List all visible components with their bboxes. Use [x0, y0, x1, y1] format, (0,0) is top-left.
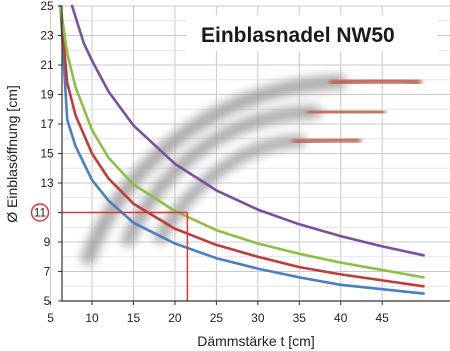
- x-tick-label: 30: [251, 311, 265, 325]
- y-tick-label: 23: [40, 29, 54, 43]
- needle-tip-2: [306, 107, 386, 117]
- y-tick-label: 21: [40, 58, 54, 72]
- tick-labels: 5 7 9 11 13 15 17 19 21 23 25 5 10 15 20 25 30 35 40 45: [34, 0, 389, 325]
- x-tick-label: 15: [127, 311, 141, 325]
- x-tick-label: 25: [210, 311, 224, 325]
- annotation-group: [30, 203, 189, 301]
- series-line-2: [59, 4, 425, 288]
- y-axis-label: Ø Einblasöffnung [cm]: [4, 85, 20, 222]
- x-tick-label: 35: [293, 311, 307, 325]
- series-line-3: [59, 4, 425, 279]
- needle-shadow-2: [121, 105, 322, 247]
- marker-circle: [30, 203, 50, 222]
- y-tick-label: 11: [34, 206, 47, 220]
- y-tick-label: 13: [40, 176, 54, 190]
- needle-shadow-3: [154, 135, 306, 244]
- y-tick-label: 25: [40, 0, 54, 13]
- x-tick-label: 45: [376, 311, 390, 325]
- needle-tip-1: [329, 76, 422, 87]
- x-tick-label: 10: [85, 311, 99, 325]
- x-tick-label: 20: [168, 311, 182, 325]
- needle-illustration: [81, 75, 422, 265]
- y-tick-label: 19: [40, 88, 54, 102]
- y-tick-label: 15: [40, 147, 54, 161]
- series-group: [59, 4, 425, 295]
- x-tick-label: 5: [47, 311, 54, 325]
- title-background: [186, 15, 438, 51]
- needle-tip-3: [291, 136, 362, 146]
- y-tick-label: 9: [44, 235, 51, 249]
- chart-title: Einblasnadel NW50: [201, 24, 395, 47]
- y-tick-label: 7: [44, 265, 51, 279]
- series-line-4: [70, 4, 425, 257]
- x-axis-label: Dämmstärke t [cm]: [197, 333, 314, 349]
- y-tick-label: 17: [40, 117, 54, 131]
- series-line-1: [59, 4, 425, 295]
- needle-shadow-1: [81, 75, 347, 265]
- x-tick-label: 40: [334, 311, 348, 325]
- y-tick-label: 5: [44, 294, 51, 308]
